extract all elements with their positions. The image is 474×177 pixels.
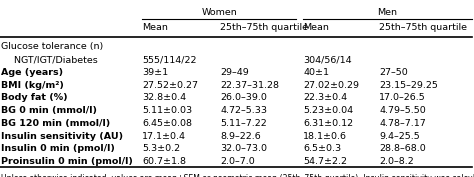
Text: 6.5±0.3: 6.5±0.3 — [303, 144, 341, 153]
Text: NGT/IGT/Diabetes: NGT/IGT/Diabetes — [8, 55, 98, 64]
Text: 8.9–22.6: 8.9–22.6 — [220, 132, 261, 141]
Text: 5.11–7.22: 5.11–7.22 — [220, 119, 267, 128]
Text: Unless otherwise indicated, values are mean±SEM or geometric mean (25th–75th qua: Unless otherwise indicated, values are m… — [1, 174, 474, 177]
Text: BG 120 min (mmol/l): BG 120 min (mmol/l) — [1, 119, 110, 128]
Text: 25th–75th quartile: 25th–75th quartile — [379, 23, 467, 32]
Text: 9.4–25.5: 9.4–25.5 — [379, 132, 420, 141]
Text: 27.52±0.27: 27.52±0.27 — [142, 81, 198, 90]
Text: 5.3±0.2: 5.3±0.2 — [142, 144, 180, 153]
Text: Insulin sensitivity (AU): Insulin sensitivity (AU) — [1, 132, 123, 141]
Text: 2.0–8.2: 2.0–8.2 — [379, 157, 414, 166]
Text: 26.0–39.0: 26.0–39.0 — [220, 93, 267, 102]
Text: 5.11±0.03: 5.11±0.03 — [142, 106, 192, 115]
Text: 17.1±0.4: 17.1±0.4 — [142, 132, 186, 141]
Text: 39±1: 39±1 — [142, 68, 168, 77]
Text: Proinsulin 0 min (pmol/l): Proinsulin 0 min (pmol/l) — [1, 157, 133, 166]
Text: 6.45±0.08: 6.45±0.08 — [142, 119, 192, 128]
Text: 23.15–29.25: 23.15–29.25 — [379, 81, 438, 90]
Text: 304/56/14: 304/56/14 — [303, 55, 352, 64]
Text: 27.02±0.29: 27.02±0.29 — [303, 81, 359, 90]
Text: Insulin 0 min (pmol/l): Insulin 0 min (pmol/l) — [1, 144, 115, 153]
Text: Body fat (%): Body fat (%) — [1, 93, 68, 102]
Text: 32.8±0.4: 32.8±0.4 — [142, 93, 186, 102]
Text: 60.7±1.8: 60.7±1.8 — [142, 157, 186, 166]
Text: 6.31±0.12: 6.31±0.12 — [303, 119, 354, 128]
Text: 22.37–31.28: 22.37–31.28 — [220, 81, 279, 90]
Text: 18.1±0.6: 18.1±0.6 — [303, 132, 347, 141]
Text: 25th–75th quartile: 25th–75th quartile — [220, 23, 309, 32]
Text: BMI (kg/m²): BMI (kg/m²) — [1, 81, 64, 90]
Text: BG 0 min (mmol/l): BG 0 min (mmol/l) — [1, 106, 97, 115]
Text: Men: Men — [377, 8, 398, 17]
Text: 5.23±0.04: 5.23±0.04 — [303, 106, 354, 115]
Text: 22.3±0.4: 22.3±0.4 — [303, 93, 347, 102]
Text: 2.0–7.0: 2.0–7.0 — [220, 157, 255, 166]
Text: Mean: Mean — [303, 23, 329, 32]
Text: 555/114/22: 555/114/22 — [142, 55, 197, 64]
Text: 27–50: 27–50 — [379, 68, 408, 77]
Text: 4.72–5.33: 4.72–5.33 — [220, 106, 267, 115]
Text: Mean: Mean — [142, 23, 168, 32]
Text: 54.7±2.2: 54.7±2.2 — [303, 157, 347, 166]
Text: 32.0–73.0: 32.0–73.0 — [220, 144, 267, 153]
Text: 4.79–5.50: 4.79–5.50 — [379, 106, 426, 115]
Text: Women: Women — [201, 8, 237, 17]
Text: 4.78–7.17: 4.78–7.17 — [379, 119, 426, 128]
Text: Age (years): Age (years) — [1, 68, 63, 77]
Text: 40±1: 40±1 — [303, 68, 329, 77]
Text: 28.8–68.0: 28.8–68.0 — [379, 144, 426, 153]
Text: 29–49: 29–49 — [220, 68, 249, 77]
Text: 17.0–26.5: 17.0–26.5 — [379, 93, 426, 102]
Text: Glucose tolerance (n): Glucose tolerance (n) — [1, 42, 103, 52]
